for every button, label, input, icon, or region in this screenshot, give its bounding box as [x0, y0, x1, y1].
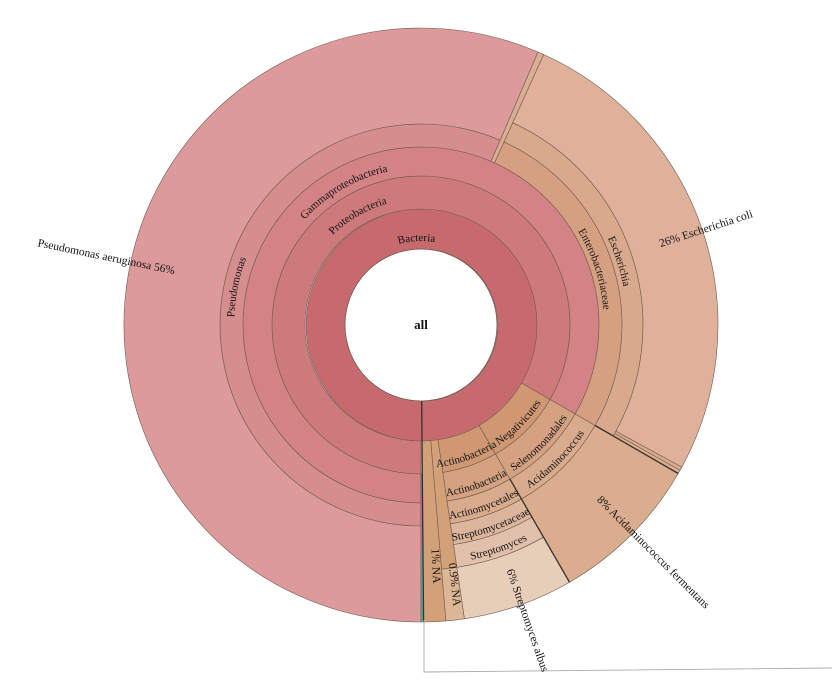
- callout-label-na-0-9: 0.9% NA: [446, 562, 463, 607]
- center-circle[interactable]: [344, 248, 498, 402]
- boundary-line-1: [509, 478, 571, 583]
- boundary-line-0: [421, 400, 425, 622]
- wedge-escherichia-coli[interactable]: [512, 54, 719, 468]
- boundary-line-2: [594, 424, 679, 475]
- callout-label-na-1: 1% NA: [429, 548, 443, 584]
- center-label: all: [414, 317, 428, 332]
- wedge-pseudomonas-aeruginosa[interactable]: [123, 27, 539, 623]
- leader-line: [423, 620, 832, 673]
- ring-label-bacteria: Bacteria: [396, 232, 436, 247]
